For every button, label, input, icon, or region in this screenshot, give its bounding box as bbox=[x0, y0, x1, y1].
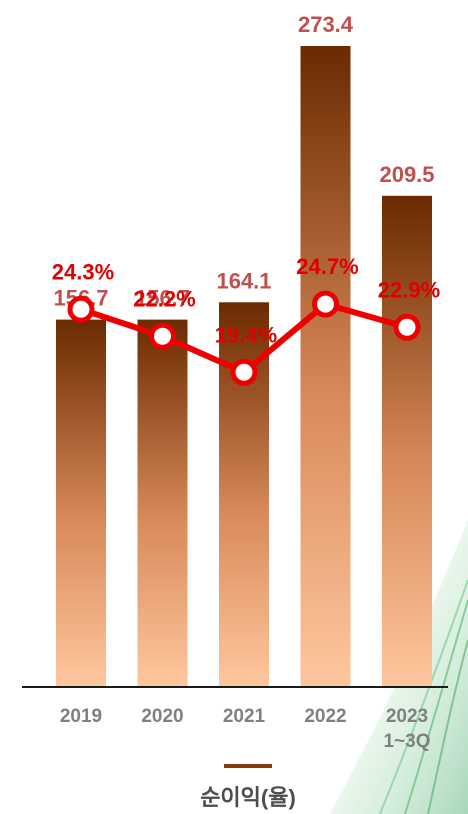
decorative-ribbon bbox=[330, 520, 468, 814]
bar-2020 bbox=[137, 319, 188, 687]
margin-value-label: 22.2% bbox=[133, 286, 195, 311]
margin-point bbox=[230, 358, 258, 386]
legend-label: 순이익(율) bbox=[200, 785, 296, 810]
bar-value-label: 209.5 bbox=[379, 162, 434, 187]
x-tick-label: 2023 1~3Q bbox=[383, 706, 430, 752]
margin-value-label: 19.4% bbox=[215, 322, 277, 347]
margin-point bbox=[67, 295, 95, 323]
legend: 순이익(율) bbox=[200, 764, 296, 810]
margin-value-labels: 24.3% 22.2% 19.4% 24.7% 22.9% bbox=[52, 254, 440, 347]
bar-value-label: 156.7 bbox=[135, 286, 190, 311]
margin-value-label: 24.7% bbox=[296, 254, 358, 279]
x-tick-label: 2020 bbox=[141, 706, 183, 727]
margin-point bbox=[149, 322, 176, 350]
x-tick-label: 2019 bbox=[60, 706, 102, 727]
x-tick-label: 2022 bbox=[304, 706, 346, 727]
bar-2023 bbox=[382, 195, 432, 688]
legend-swatch bbox=[224, 764, 272, 768]
bar-2019 bbox=[56, 319, 106, 687]
x-tick-labels: 2019 2020 2021 2022 2023 1~3Q bbox=[60, 706, 431, 752]
bar-2022 bbox=[300, 46, 351, 687]
margin-point bbox=[393, 313, 421, 341]
x-tick-label: 2021 bbox=[223, 706, 266, 727]
margin-value-label: 24.3% bbox=[52, 259, 114, 284]
bar-value-label: 164.1 bbox=[216, 268, 271, 293]
bar-series bbox=[56, 46, 432, 688]
margin-value-label: 22.9% bbox=[378, 277, 440, 302]
margin-point bbox=[312, 290, 339, 318]
margin-markers bbox=[67, 290, 421, 386]
bar-value-label: 273.4 bbox=[298, 12, 354, 37]
